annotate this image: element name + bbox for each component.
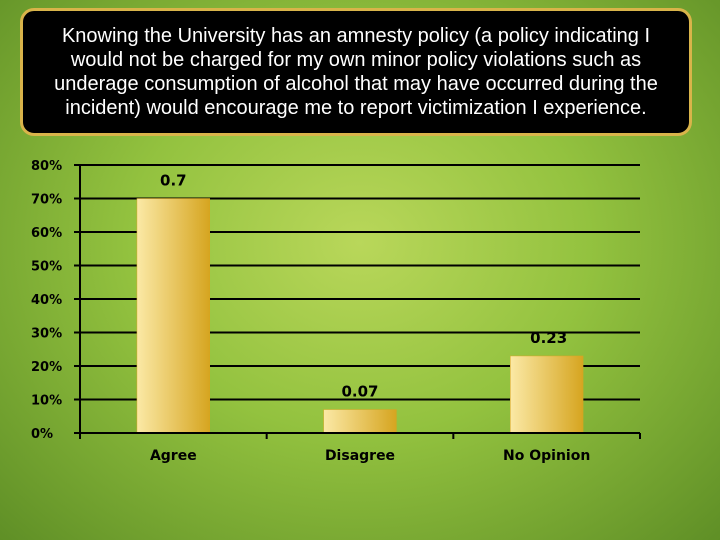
bars [136,198,584,434]
x-tick-label: No Opinion [503,448,590,464]
y-tick-label: 50% [31,260,62,275]
y-tick-label: 60% [31,226,62,241]
axes [74,164,641,439]
y-tick-label: 0% [31,427,53,442]
x-tick-label: Disagree [325,448,395,464]
data-label: 0.7 [160,172,187,190]
bar-disagree [323,409,397,434]
y-tick-label: 30% [31,327,62,342]
chart-title: Knowing the University has an amnesty po… [54,25,658,119]
y-tick-label: 80% [31,159,62,174]
y-tick-label: 40% [31,293,62,308]
bar-no-opinion [510,355,584,434]
data-label: 0.07 [341,383,378,401]
chart-title-box: Knowing the University has an amnesty po… [20,8,692,136]
bar-agree [136,198,210,434]
y-tick-label: 10% [31,394,62,409]
y-tick-label: 70% [31,193,62,208]
data-label: 0.23 [530,329,567,347]
y-tick-label: 20% [31,360,62,375]
x-tick-label: Agree [150,448,197,464]
labels: 0% 10% 20% 30% 40% 50% 60% 70% 80% 0.7 Agree 0.07 Di… [31,159,590,464]
